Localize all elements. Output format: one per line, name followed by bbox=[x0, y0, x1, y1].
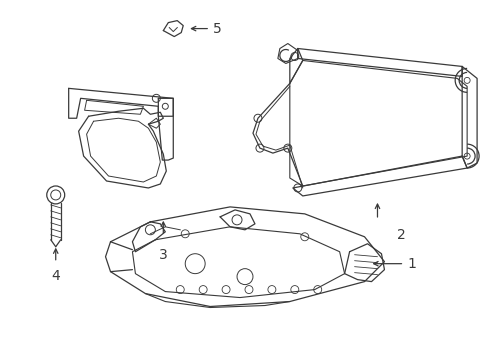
Text: 5: 5 bbox=[213, 22, 222, 36]
Text: 1: 1 bbox=[407, 257, 415, 271]
Text: 2: 2 bbox=[397, 228, 406, 242]
Text: 3: 3 bbox=[159, 248, 167, 262]
Text: 4: 4 bbox=[51, 269, 60, 283]
